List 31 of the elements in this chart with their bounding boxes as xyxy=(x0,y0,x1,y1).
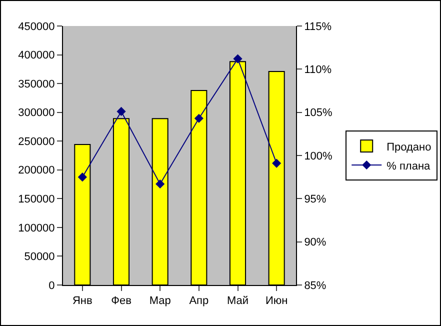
x-tick-label: Янв xyxy=(72,295,92,308)
y2-tick-label: 90% xyxy=(304,236,326,249)
y2-tick-label: 85% xyxy=(304,280,326,292)
y-tick-label: 50000 xyxy=(24,251,55,264)
y-tick-label: 400000 xyxy=(18,50,55,62)
point xyxy=(194,114,204,123)
y2-tick-label: 95% xyxy=(304,194,326,206)
point xyxy=(233,54,242,64)
y-tick-label: 200000 xyxy=(18,164,55,177)
x-tick-label: Апр xyxy=(189,295,209,308)
legend-label: Продано xyxy=(386,141,432,154)
y2-tick-label: 105% xyxy=(304,107,333,120)
y-tick-label: 0 xyxy=(48,280,55,292)
y2-tick-label: 115% xyxy=(304,20,332,33)
y-tick-label: 100000 xyxy=(18,222,55,234)
y-tick-label: 250000 xyxy=(18,136,55,148)
point xyxy=(116,106,126,116)
x-tick-label: Май xyxy=(226,295,249,308)
y-tick-label: 350000 xyxy=(18,78,55,90)
x-tick-label: Июн xyxy=(265,295,288,308)
point xyxy=(156,179,165,189)
y-tick-label: 300000 xyxy=(18,107,55,120)
legend-label: % плана xyxy=(386,160,432,172)
y-tick-label: 450000 xyxy=(18,20,55,33)
point xyxy=(272,158,282,168)
y2-tick-label: 100% xyxy=(304,150,333,162)
x-tick-label: Мар xyxy=(149,295,171,308)
y2-tick-label: 110% xyxy=(304,64,332,76)
x-tick-label: Фев xyxy=(111,295,132,308)
y-tick-label: 150000 xyxy=(18,194,55,206)
point xyxy=(78,172,87,182)
